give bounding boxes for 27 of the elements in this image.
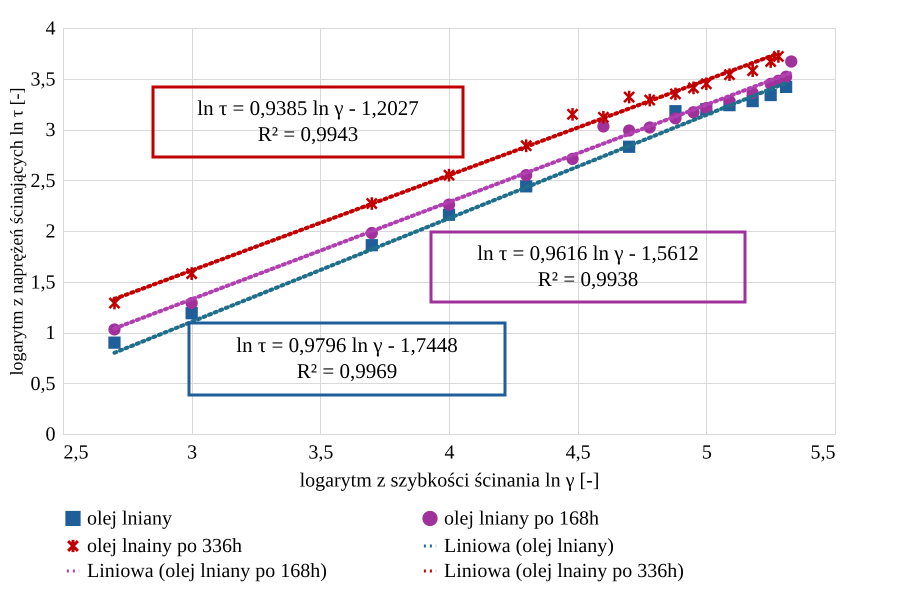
annotation: ln τ = 0,9796 ln γ - 1,7448 R² = 0,9969: [236, 333, 458, 383]
y-tick-label: 2: [46, 220, 56, 242]
y-tick-label: 3: [46, 119, 56, 141]
y-tick-label: 1: [46, 322, 56, 344]
x-tick-label: 5,5: [810, 442, 836, 464]
y-tick-label: 4: [46, 18, 56, 40]
legend-label: Liniowa (olej lniany po 168h): [87, 560, 327, 582]
y-tick-label: 2,5: [30, 170, 56, 192]
y-tick-label: 1,5: [30, 271, 56, 294]
x-tick-label: 5: [702, 442, 712, 464]
legend-label: olej lniany: [87, 507, 172, 530]
x-tick-label: 2,5: [64, 442, 88, 464]
legend-label: olej lnainy po 336h: [87, 535, 242, 557]
x-tick-label: 3: [187, 442, 198, 464]
y-tick-label: 0,5: [30, 372, 56, 395]
x-axis-title: logarytm z szybkości ścinania ln γ [-]: [300, 470, 600, 492]
x-tick-label: 4,5: [566, 442, 591, 464]
x-tick-label: 3,5: [308, 442, 334, 464]
legend-label: Liniowa (olej lnainy po 336h): [444, 560, 684, 582]
y-axis-title: logarytm z naprężeń ścinających ln τ [-]: [6, 87, 26, 376]
x-tick-label: 4: [444, 442, 454, 464]
legend-label: olej lniany po 168h: [444, 507, 599, 530]
y-tick-label: 0: [46, 424, 56, 446]
annotation: ln τ = 0,9385 ln γ - 1,2027 R² = 0,9943: [197, 96, 419, 146]
annotation: ln τ = 0,9616 ln γ - 1,5612 R² = 0,9938: [477, 241, 699, 291]
y-tick-label: 3,5: [30, 68, 56, 90]
legend-label: Liniowa (olej lniany): [444, 535, 614, 557]
